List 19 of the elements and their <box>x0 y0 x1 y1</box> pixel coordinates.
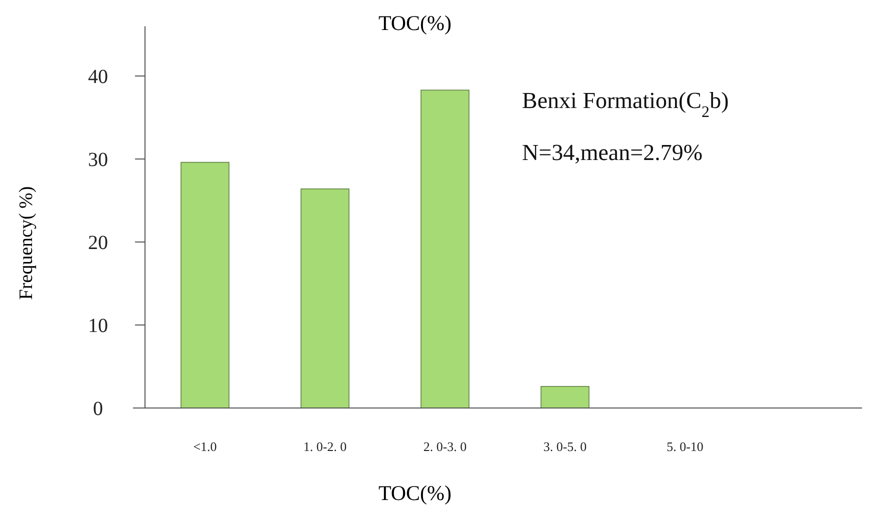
chart-title: TOC(%) <box>378 11 452 35</box>
y-tick-label: 40 <box>88 66 108 88</box>
y-tick-label: 10 <box>88 315 108 337</box>
annotation: Benxi Formation(C$_{2}$b) <box>522 88 729 120</box>
x-tick-label: 3. 0-5. 0 <box>543 439 587 454</box>
bar <box>300 188 350 408</box>
bar <box>420 90 470 408</box>
y-tick-label: 20 <box>88 232 108 254</box>
bar <box>180 162 230 408</box>
y-axis-title: Frequency( %) <box>16 186 37 300</box>
x-tick-label: 1. 0-2. 0 <box>303 439 347 454</box>
y-tick-label: 0 <box>93 398 103 420</box>
annotation: N=34,mean=2.79% <box>522 140 703 165</box>
y-tick-label: 30 <box>88 149 108 171</box>
bar <box>540 386 590 408</box>
x-tick-label: 5. 0-10 <box>666 439 704 454</box>
x-axis-title: TOC(%) <box>378 481 452 505</box>
x-tick-label: <1.0 <box>193 439 217 454</box>
x-tick-label: 2. 0-3. 0 <box>423 439 467 454</box>
